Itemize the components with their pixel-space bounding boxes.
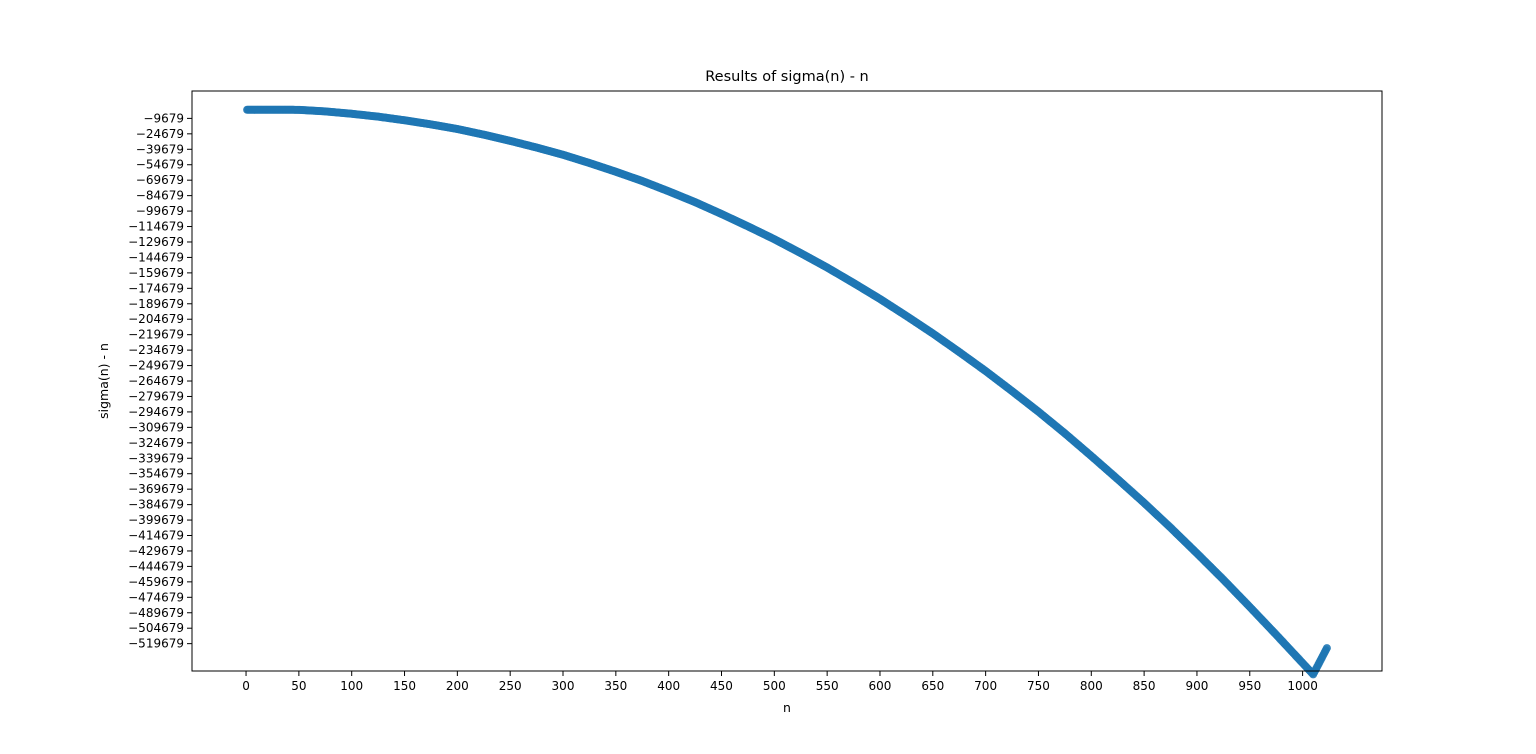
x-tick-label: 350 (604, 679, 627, 693)
y-tick-label: −399679 (128, 513, 184, 527)
y-tick-label: −99679 (136, 204, 184, 218)
y-tick-label: −414679 (128, 529, 184, 543)
y-tick-label: −114679 (128, 220, 184, 234)
x-tick-label: 0 (242, 679, 250, 693)
x-tick-label: 900 (1185, 679, 1208, 693)
x-tick-label: 150 (393, 679, 416, 693)
x-tick-label: 800 (1080, 679, 1103, 693)
x-tick-label: 750 (1027, 679, 1050, 693)
x-tick-label: 100 (340, 679, 363, 693)
y-tick-label: −429679 (128, 544, 184, 558)
y-tick-label: −444679 (128, 559, 184, 573)
y-tick-label: −519679 (128, 637, 184, 651)
x-tick-label: 1000 (1287, 679, 1318, 693)
x-tick-label: 950 (1238, 679, 1261, 693)
y-tick-label: −339679 (128, 451, 184, 465)
y-tick-label: −324679 (128, 436, 184, 450)
y-tick-label: −369679 (128, 482, 184, 496)
y-axis-label: sigma(n) - n (96, 343, 111, 419)
x-tick-label: 600 (869, 679, 892, 693)
y-tick-label: −9679 (143, 111, 184, 125)
x-tick-label: 850 (1133, 679, 1156, 693)
y-tick-label: −54679 (136, 158, 184, 172)
y-tick-label: −234679 (128, 343, 184, 357)
y-tick-label: −279679 (128, 389, 184, 403)
x-tick-label: 300 (552, 679, 575, 693)
y-tick-label: −264679 (128, 374, 184, 388)
y-tick-label: −504679 (128, 621, 184, 635)
y-tick-label: −144679 (128, 250, 184, 264)
y-tick-label: −309679 (128, 420, 184, 434)
y-tick-label: −24679 (136, 127, 184, 141)
y-tick-label: −69679 (136, 173, 184, 187)
y-tick-label: −39679 (136, 142, 184, 156)
y-tick-label: −159679 (128, 266, 184, 280)
x-tick-label: 450 (710, 679, 733, 693)
x-tick-label: 200 (446, 679, 469, 693)
y-tick-label: −489679 (128, 606, 184, 620)
y-axis: −9679 −24679−39679 −54679−69679 −84679−9967… (128, 111, 192, 651)
y-tick-label: −204679 (128, 312, 184, 326)
data-points (243, 105, 1331, 679)
x-tick-label: 550 (816, 679, 839, 693)
x-tick-label: 250 (499, 679, 522, 693)
y-tick-label: −174679 (128, 281, 184, 295)
x-tick-label: 650 (921, 679, 944, 693)
y-tick-label: −84679 (136, 189, 184, 203)
plot-frame (191, 90, 1383, 672)
y-tick-label: −129679 (128, 235, 184, 249)
y-tick-label: −384679 (128, 498, 184, 512)
y-tick-label: −459679 (128, 575, 184, 589)
y-tick-label: −354679 (128, 467, 184, 481)
data-point (1322, 644, 1331, 653)
x-tick-label: 500 (763, 679, 786, 693)
x-tick-label: 400 (657, 679, 680, 693)
x-tick-label: 700 (974, 679, 997, 693)
x-axis-label: n (783, 700, 791, 715)
x-axis: 0 50 100 150 200 250 300 350 400 450 500 550 600 650 7… (242, 671, 1318, 693)
y-tick-label: −189679 (128, 297, 184, 311)
y-tick-label: −474679 (128, 590, 184, 604)
x-tick-label: 50 (291, 679, 306, 693)
chart-title: Results of sigma(n) - n (705, 69, 869, 85)
y-tick-label: −219679 (128, 328, 184, 342)
y-tick-label: −294679 (128, 405, 184, 419)
y-tick-label: −249679 (128, 359, 184, 373)
